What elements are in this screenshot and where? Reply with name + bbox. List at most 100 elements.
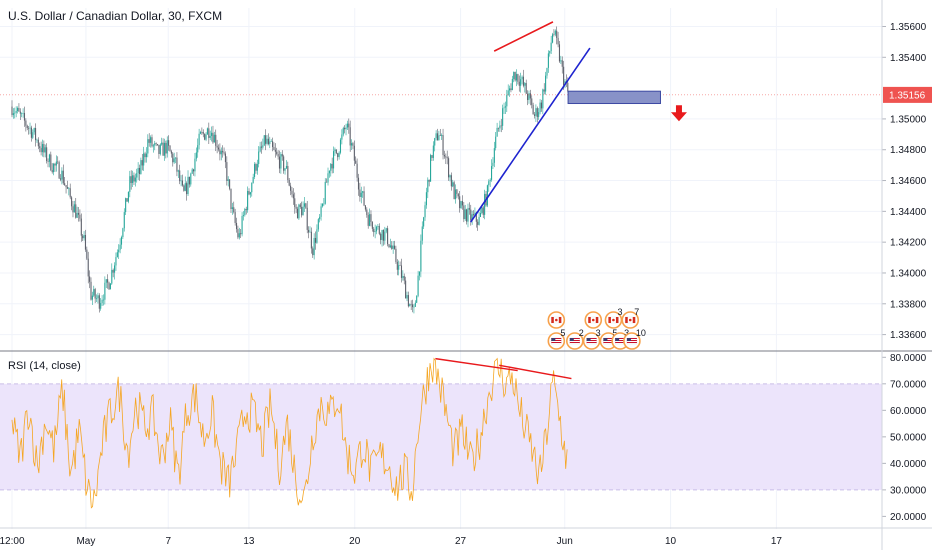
candle-body bbox=[313, 237, 315, 256]
candle-body bbox=[499, 125, 501, 129]
maple-leaf-icon bbox=[628, 318, 632, 322]
candle-body bbox=[298, 204, 300, 219]
candle-body bbox=[335, 149, 337, 154]
rsi-tick-label: 30.0000 bbox=[890, 485, 927, 496]
candle-body bbox=[170, 151, 172, 154]
candle-body bbox=[384, 231, 386, 241]
candle-body bbox=[251, 182, 253, 193]
candle-body bbox=[143, 153, 145, 166]
down-arrow-icon[interactable] bbox=[670, 105, 687, 122]
economic-events-layer[interactable]: 3 75 2 3 5 3 10 bbox=[547, 307, 646, 350]
candle-body bbox=[44, 147, 46, 153]
flag-canton bbox=[626, 338, 631, 341]
candle-body bbox=[543, 89, 545, 92]
candle-body bbox=[396, 261, 398, 270]
candle-body bbox=[162, 142, 164, 156]
time-tick-label: 13 bbox=[243, 536, 255, 547]
candle-body bbox=[217, 147, 220, 150]
resistance-trendline[interactable] bbox=[493, 21, 554, 52]
candle-body bbox=[366, 209, 368, 216]
candle-body bbox=[557, 37, 559, 45]
event-us[interactable]: 10 bbox=[623, 328, 646, 350]
candle-body bbox=[75, 204, 77, 218]
flag-band bbox=[625, 317, 628, 323]
flag-stripe bbox=[569, 338, 580, 339]
flag-stripe bbox=[551, 340, 562, 341]
event-us[interactable]: 5 bbox=[547, 328, 565, 350]
candle-body bbox=[385, 228, 387, 232]
flag-band bbox=[632, 317, 636, 323]
candle-body bbox=[224, 153, 226, 163]
candle-body bbox=[319, 216, 321, 220]
maple-leaf-icon bbox=[555, 318, 558, 322]
candle-body bbox=[138, 167, 141, 175]
event-ca[interactable] bbox=[547, 311, 566, 329]
candle-body bbox=[40, 147, 42, 153]
event-ca[interactable]: 7 bbox=[621, 307, 639, 329]
candle-body bbox=[525, 83, 527, 94]
candle-body bbox=[448, 158, 450, 178]
candle-body bbox=[373, 228, 375, 233]
candle-body bbox=[539, 102, 541, 113]
drawing-tools-layer[interactable]: 1.35156 bbox=[0, 21, 932, 380]
candle-body bbox=[277, 154, 279, 157]
rsi-divergence-line[interactable] bbox=[435, 357, 518, 372]
supply-zone-rectangle[interactable] bbox=[567, 90, 661, 105]
candle-body bbox=[22, 112, 24, 114]
candle-body bbox=[435, 133, 437, 139]
candle-body bbox=[503, 107, 505, 109]
last-price-badge bbox=[883, 86, 932, 103]
candle-body bbox=[267, 138, 269, 145]
candle-body bbox=[163, 142, 166, 156]
candle-body bbox=[16, 108, 19, 111]
candle-body bbox=[180, 180, 182, 182]
price-tick-label: 1.35600 bbox=[890, 22, 927, 33]
candle-body bbox=[55, 161, 57, 166]
time-tick-label: May bbox=[76, 536, 95, 547]
event-us[interactable]: 3 bbox=[582, 328, 601, 350]
candle-body bbox=[374, 231, 376, 233]
candle-body bbox=[294, 198, 296, 207]
candle-body bbox=[226, 162, 228, 181]
candle-body bbox=[79, 214, 81, 219]
rsi-divergence-line[interactable] bbox=[499, 364, 572, 380]
candle-body bbox=[187, 176, 189, 195]
candle-body bbox=[77, 212, 80, 215]
candle-body bbox=[132, 175, 134, 183]
candle-body bbox=[120, 237, 123, 245]
candle-body bbox=[46, 147, 48, 162]
candle-body bbox=[338, 152, 340, 158]
event-ca[interactable]: 3 bbox=[604, 307, 622, 329]
candle-body bbox=[515, 74, 518, 81]
candle-body bbox=[450, 175, 452, 187]
candle-body bbox=[308, 229, 310, 233]
candle-body bbox=[133, 175, 135, 182]
candle-body bbox=[235, 222, 238, 230]
candle-body bbox=[109, 283, 111, 290]
candle-body bbox=[33, 128, 35, 133]
flag-stripe bbox=[626, 340, 637, 341]
candle-body bbox=[381, 230, 383, 240]
candle-body bbox=[402, 276, 404, 278]
event-ca[interactable] bbox=[584, 311, 603, 329]
rsi-tick-label: 40.0000 bbox=[890, 459, 927, 470]
support-trendline[interactable] bbox=[469, 47, 591, 223]
candle-body bbox=[98, 295, 100, 309]
time-tick-label: 10 bbox=[665, 536, 677, 547]
candle-body bbox=[186, 183, 188, 195]
candle-body bbox=[362, 191, 364, 193]
candle-body bbox=[388, 244, 390, 248]
candle-body bbox=[177, 170, 179, 172]
candle-body bbox=[256, 163, 258, 171]
candle-body bbox=[91, 295, 93, 300]
event-count: 3 bbox=[624, 328, 629, 338]
candle-body bbox=[80, 218, 82, 236]
candle-body bbox=[95, 298, 98, 299]
candle-body bbox=[241, 216, 243, 235]
candle-body bbox=[452, 182, 454, 187]
candle-body bbox=[479, 212, 482, 218]
candle-body bbox=[285, 165, 287, 169]
candle-body bbox=[209, 135, 211, 138]
candle-body bbox=[190, 173, 192, 185]
